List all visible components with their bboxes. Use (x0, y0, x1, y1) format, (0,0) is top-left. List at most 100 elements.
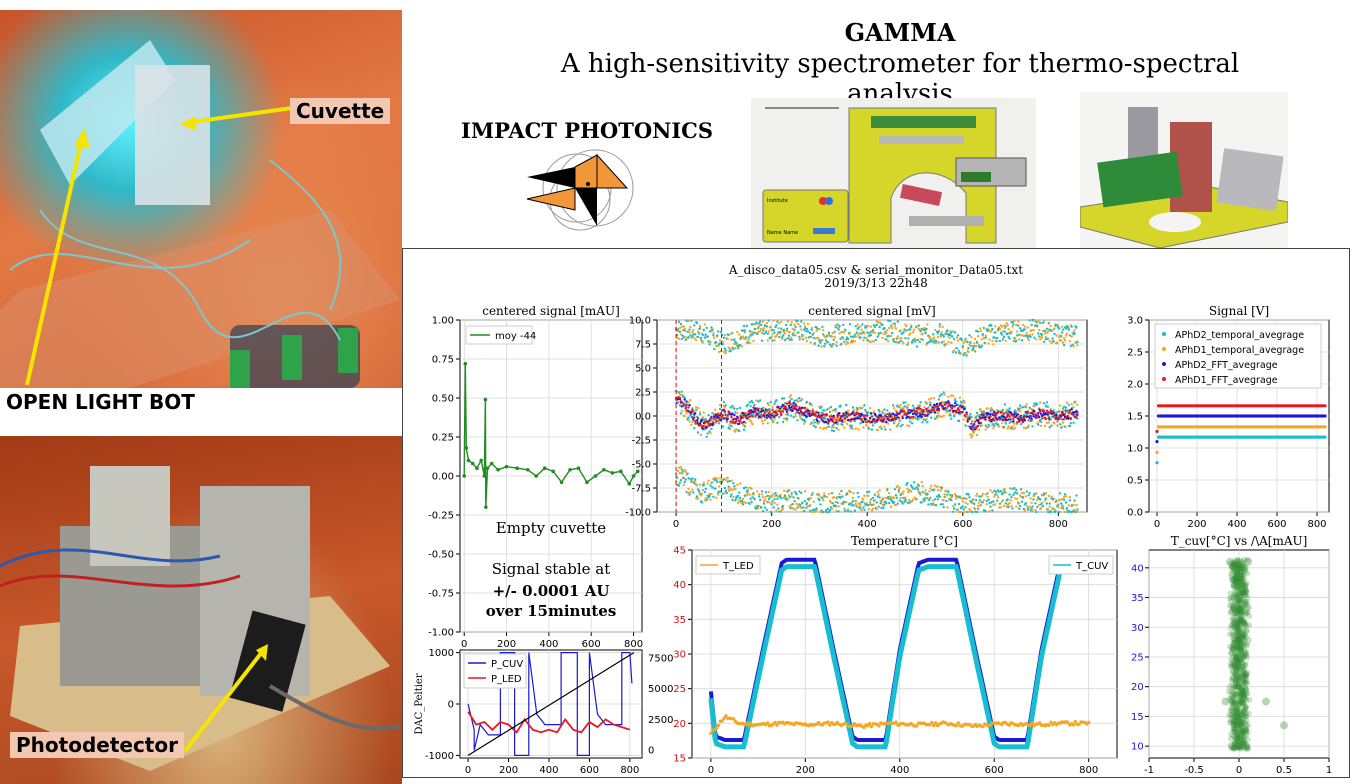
mv-point (1075, 503, 1078, 507)
mv-point (684, 336, 687, 339)
mv-point (929, 401, 932, 404)
mau-point (542, 466, 547, 470)
mv-point (741, 329, 745, 332)
mv-point (996, 340, 999, 343)
mv-point (833, 335, 836, 339)
tcuv-point (1238, 710, 1244, 717)
mv-point (743, 494, 747, 497)
mv-point (744, 338, 748, 341)
mv-point (821, 339, 824, 342)
mv-point (1001, 338, 1005, 341)
mv-point (877, 334, 880, 337)
mv-point (780, 412, 783, 416)
mv-point (957, 510, 961, 514)
signal-v-axes: 0 200 400 600 8003.02.52.01.51.00.50.0Signal… (1127, 304, 1330, 530)
mv-point (908, 408, 911, 412)
mv-point (823, 492, 826, 495)
mv-point (996, 336, 999, 340)
mv-point (683, 415, 686, 418)
mv-point (695, 322, 699, 325)
temp-legend-led-label: T_LED (722, 561, 754, 572)
mv-point (892, 340, 896, 343)
mv-point (810, 421, 813, 424)
cad-assembly-illustration (1079, 107, 1289, 249)
temp-led-point (1037, 721, 1042, 725)
tcuv-point (1238, 566, 1245, 573)
mv-point (783, 332, 787, 335)
mv-point (894, 409, 898, 412)
mv-point (975, 427, 978, 430)
mv-point (880, 506, 883, 510)
mv-point (686, 330, 689, 333)
mv-point (797, 322, 800, 326)
mv-point (786, 337, 790, 340)
mv-point (950, 341, 953, 344)
mv-point (1062, 343, 1066, 347)
mv-point (921, 413, 924, 416)
temp-led-point (894, 720, 898, 724)
mv-point (743, 330, 747, 333)
mv-point (1033, 336, 1036, 339)
mv-point (856, 408, 859, 411)
mv-point (1021, 406, 1025, 409)
mv-point (928, 498, 931, 502)
mv-point (941, 325, 944, 329)
mv-point (1070, 335, 1073, 338)
mv-point (1044, 338, 1048, 341)
mv-point (984, 428, 987, 431)
mv-point (680, 472, 683, 475)
mv-point (868, 417, 872, 420)
mv-point (904, 498, 907, 501)
mv-point (976, 330, 980, 333)
mv-point (930, 416, 933, 419)
mv-point (687, 319, 690, 323)
y-tick-label: -7.5 (631, 484, 651, 495)
dac-legend-label: P_LED (491, 674, 522, 685)
mv-point (823, 409, 826, 412)
mv-point (693, 416, 696, 419)
mv-point (736, 483, 739, 486)
mv-point (765, 508, 769, 511)
mv-point (911, 331, 915, 334)
mv-point (924, 413, 927, 417)
mv-point (760, 323, 763, 327)
mv-point (682, 336, 685, 339)
mv-point (794, 415, 797, 418)
mv-point (767, 319, 770, 322)
mv-point (888, 419, 891, 422)
mv-point (950, 417, 953, 420)
mv-point (1056, 424, 1059, 427)
mv-point (1029, 411, 1032, 415)
mv-point (1031, 425, 1034, 428)
mv-point (836, 501, 839, 504)
x-tick-label: 0 (465, 765, 471, 776)
mv-point (791, 327, 794, 331)
mv-point (1072, 421, 1075, 424)
mv-point (901, 416, 904, 420)
mv-point (857, 495, 860, 499)
mv-point (1051, 337, 1054, 340)
mv-point (695, 408, 698, 412)
mv-point (732, 421, 735, 424)
mv-point (984, 510, 987, 513)
mv-point (749, 334, 752, 337)
mv-point (1011, 321, 1014, 324)
mv-point (1053, 327, 1056, 330)
mv-point (679, 412, 683, 415)
mv-point (701, 333, 705, 337)
y-tick-label: 35 (673, 615, 686, 626)
cuvette-callout: Cuvette (290, 98, 391, 124)
mv-point (928, 398, 931, 401)
mv-point (856, 491, 859, 495)
x-tick-label: 600 (985, 765, 1004, 776)
mv-point (757, 331, 760, 334)
mv-point (930, 484, 933, 487)
dac-y2-tick-label: 2500 (648, 715, 673, 726)
mv-point (1023, 509, 1027, 513)
mv-point (1044, 497, 1048, 500)
mv-point (915, 497, 919, 501)
mv-point (977, 418, 981, 421)
mv-point (678, 396, 682, 400)
mv-point (1064, 406, 1068, 409)
signal-v-legend-label: APhD1_temporal_avegrage (1175, 345, 1304, 356)
